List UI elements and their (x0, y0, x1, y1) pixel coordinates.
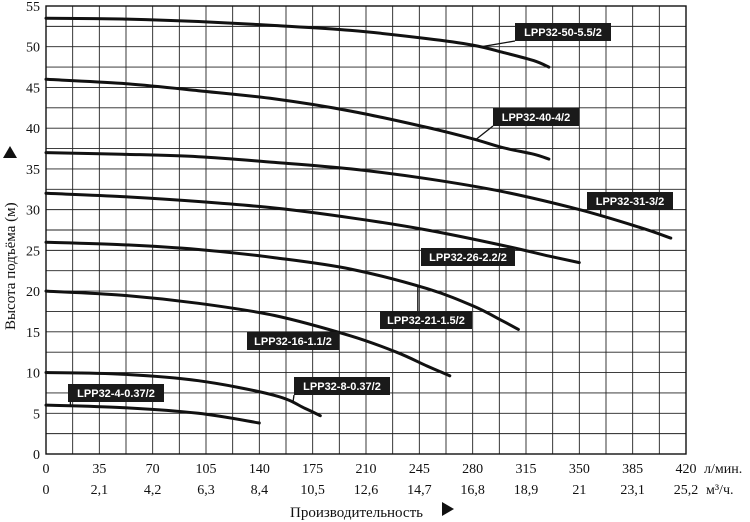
x-tick-label-secondary: 8,4 (251, 483, 269, 498)
pump-curve (44, 240, 520, 331)
pump-curve (44, 191, 581, 265)
x-tick-label-secondary: 10,5 (300, 483, 325, 498)
x-axis-title: Производительность (290, 502, 454, 521)
x-tick-label-primary: 350 (569, 462, 590, 477)
x-tick-label-secondary: 6,3 (197, 483, 215, 498)
series-label: LPP32-21-1.5/2 (387, 315, 465, 327)
x-axis-arrow-icon (442, 502, 454, 516)
y-axis-title: Высота подъёма (м) (3, 146, 19, 330)
x-tick-label-secondary: 18,9 (514, 483, 539, 498)
x-tick-label-secondary: 12,6 (354, 483, 379, 498)
pump-curve (44, 371, 322, 418)
x-tick-label-primary: 0 (43, 462, 50, 477)
y-axis-arrow-icon (3, 146, 17, 158)
x-tick-label-secondary: 23,1 (620, 483, 645, 498)
y-tick-label: 20 (26, 285, 40, 300)
x-tick-label-primary: 35 (92, 462, 106, 477)
curve-labels: LPP32-50-5.5/2 LPP32-40-4/2 LPP32-31-3/2 LP… (68, 23, 673, 406)
pump-curve (44, 77, 551, 161)
y-tick-label: 50 (26, 41, 40, 56)
curve-label-box (587, 192, 673, 210)
series-label: LPP32-8-0.37/2 (303, 381, 381, 393)
y-tick-label: 55 (26, 0, 40, 15)
curve-label-box (515, 23, 611, 41)
curve-label-leader (480, 40, 516, 48)
y-tick-label: 45 (26, 81, 40, 96)
x-tick-label-secondary: 2,1 (91, 483, 109, 498)
x-tick-label-primary: 245 (409, 462, 430, 477)
series-label: LPP32-4-0.37/2 (77, 388, 155, 400)
curve-label-box (294, 377, 390, 395)
y-tick-label: 30 (26, 204, 40, 219)
pump-curve (44, 403, 261, 425)
curve-label-leader (292, 394, 295, 404)
x-tick-label-primary: 315 (516, 462, 537, 477)
x-tick-label-primary: 175 (302, 462, 323, 477)
pump-curve (44, 16, 551, 69)
x-tick-label-secondary: 4,2 (144, 483, 162, 498)
x-tick-label-secondary: 0 (43, 483, 50, 498)
y-axis-title-text: Высота подъёма (м) (3, 202, 19, 330)
series-label: LPP32-16-1.1/2 (254, 336, 332, 348)
x-tick-label-primary: 70 (146, 462, 160, 477)
pump-curve (44, 289, 452, 378)
y-tick-label: 10 (26, 367, 40, 382)
x-tick-label-secondary: 16,8 (460, 483, 485, 498)
curve-label-box (68, 384, 164, 402)
curve-label-box (421, 248, 515, 266)
x-axis-title-text: Производительность (290, 505, 423, 521)
x-tick-label-primary: 210 (356, 462, 377, 477)
y-tick-label: 35 (26, 163, 40, 178)
series-label: LPP32-40-4/2 (502, 112, 570, 124)
x-tick-label-secondary: 21 (572, 483, 586, 498)
pump-curve (44, 151, 673, 240)
x-tick-label-primary: 420 (676, 462, 697, 477)
curve-label-box (493, 108, 579, 126)
x-tick-label-primary: 385 (622, 462, 643, 477)
y-tick-label: 5 (33, 407, 40, 422)
series-label: LPP32-50-5.5/2 (524, 27, 602, 39)
axes: 051015202530354045505500352,1704,21056,3… (26, 0, 698, 498)
series-label: LPP32-26-2.2/2 (429, 252, 507, 264)
x-tick-label-secondary: 14,7 (407, 483, 432, 498)
curves (44, 16, 673, 425)
x-tick-label-primary: 140 (249, 462, 270, 477)
x-unit-secondary: м³/ч. (706, 483, 734, 498)
x-tick-label-primary: 280 (462, 462, 483, 477)
x-unit-primary: л/мин. (704, 462, 742, 477)
y-tick-label: 40 (26, 122, 40, 137)
x-tick-label-secondary: 25,2 (674, 483, 699, 498)
curve-label-leader (475, 125, 494, 141)
plot-frame (45, 5, 687, 455)
series-label: LPP32-31-3/2 (596, 196, 664, 208)
curve-label-box (247, 332, 339, 350)
curve-label-box (380, 311, 472, 329)
y-tick-label: 15 (26, 326, 40, 341)
x-tick-label-primary: 105 (196, 462, 217, 477)
y-tick-label: 25 (26, 244, 40, 259)
y-tick-label: 0 (33, 448, 40, 463)
